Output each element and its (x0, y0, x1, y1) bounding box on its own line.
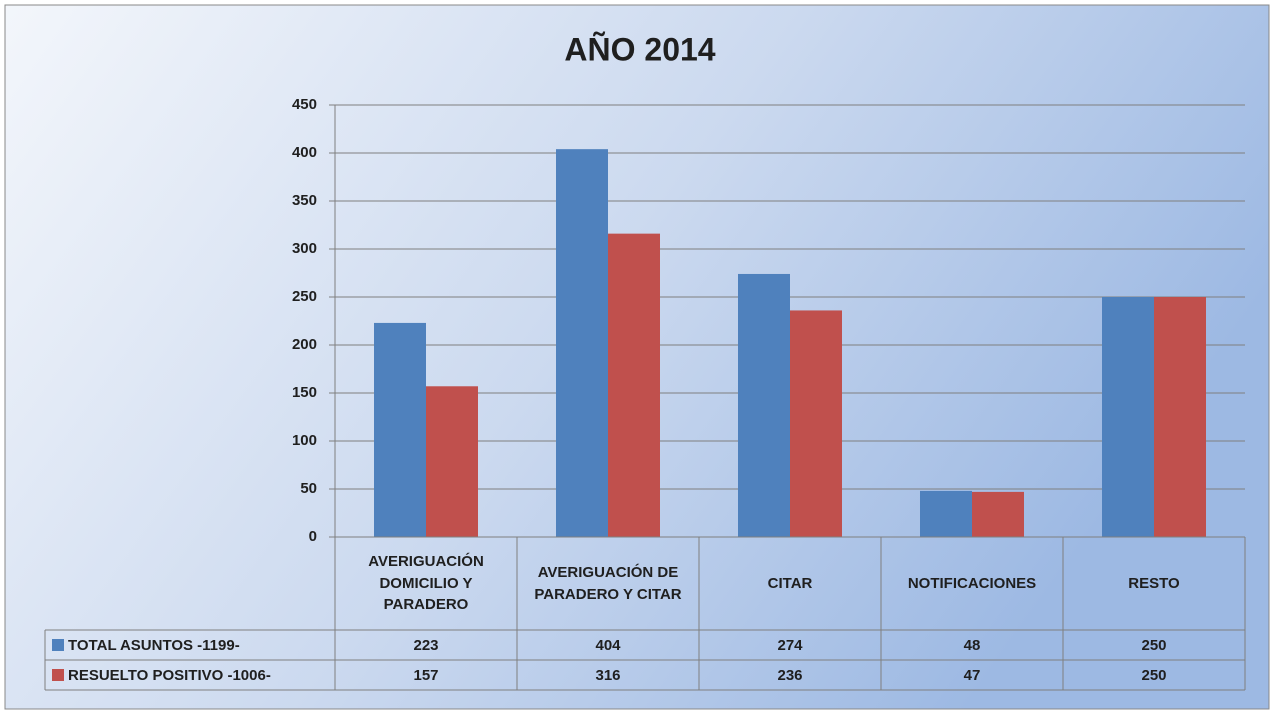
bar (1102, 297, 1154, 537)
legend-label: RESUELTO POSITIVO -1006- (68, 667, 271, 684)
legend-label: TOTAL ASUNTOS -1199- (68, 637, 240, 654)
x-tick-label: NOTIFICACIONES (907, 574, 1037, 592)
category-cell: AVERIGUACIÓN DOMICILIO Y PARADERO (368, 552, 484, 614)
bar (374, 322, 426, 537)
y-tick-label: 50 (300, 480, 317, 497)
data-label: 274 (777, 637, 803, 654)
y-tick-label: 150 (292, 384, 317, 401)
category-cell: NOTIFICACIONES (907, 574, 1037, 592)
category-cell: AVERIGUACIÓN DE PARADERO Y CITAR (534, 563, 682, 603)
y-tick-label: 350 (292, 192, 317, 209)
data-label: 47 (964, 667, 981, 684)
bar (556, 149, 608, 537)
bar (972, 491, 1024, 537)
y-tick-label: 250 (292, 288, 317, 305)
y-tick-label: 300 (292, 240, 317, 257)
legend-swatch (52, 669, 64, 681)
data-label: 404 (595, 637, 621, 654)
data-label: 48 (964, 637, 981, 654)
data-label: 236 (777, 667, 802, 684)
x-tick-label: RESTO (1128, 574, 1180, 592)
category-cell: RESTO (1128, 574, 1180, 592)
bar (738, 273, 790, 537)
chart-title: AÑO 2014 (564, 31, 715, 67)
data-label: 316 (595, 667, 620, 684)
y-tick-label: 100 (292, 432, 317, 449)
bar (608, 233, 660, 537)
x-tick-label: CITAR (767, 574, 813, 592)
y-tick-label: 0 (309, 528, 317, 545)
data-label: 250 (1141, 637, 1166, 654)
x-tick-label: AVERIGUACIÓN DOMICILIO Y PARADERO (368, 552, 484, 614)
data-label: 157 (413, 667, 438, 684)
category-cell: CITAR (767, 574, 813, 592)
bar (1154, 297, 1206, 537)
bar (790, 310, 842, 537)
x-tick-label: AVERIGUACIÓN DE PARADERO Y CITAR (534, 563, 682, 603)
y-tick-label: 200 (292, 336, 317, 353)
y-tick-label: 400 (292, 144, 317, 161)
bar (920, 490, 972, 537)
data-label: 250 (1141, 667, 1166, 684)
legend-swatch (52, 639, 64, 651)
bar (426, 386, 478, 537)
data-label: 223 (413, 637, 438, 654)
y-tick-label: 450 (292, 96, 317, 113)
